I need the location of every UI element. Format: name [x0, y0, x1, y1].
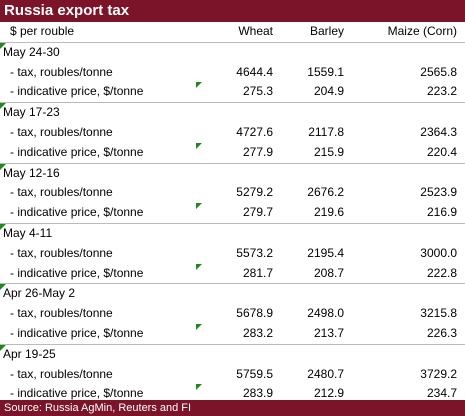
cell-value: 5279.2 [236, 185, 273, 200]
cell-value: 2523.9 [420, 185, 457, 200]
period: Apr 19-25 [3, 346, 56, 361]
row-label: - indicative price, $/tonne [10, 84, 144, 99]
indicator [196, 203, 202, 210]
indicator [196, 263, 202, 270]
indicator [196, 384, 202, 391]
cell-value: 2565.8 [420, 64, 457, 79]
cell-value: 2117.8 [308, 124, 344, 139]
period-row: Apr 19-25 [0, 344, 465, 365]
cell-value: 216.9 [426, 205, 457, 220]
cell-value: 213.7 [313, 325, 344, 340]
cell-value: 215.9 [313, 144, 344, 159]
data-row: - indicative price, $/tonne 275.3 204.9 223… [0, 82, 465, 104]
period-row: May 4-11 [0, 223, 465, 244]
cell-value: 3729.2 [420, 366, 457, 381]
indicator [0, 42, 6, 49]
column-header: Barley [309, 24, 344, 38]
data-row: - tax, roubles/tonne 4644.4 1559.1 2565.8 [0, 63, 465, 83]
column-header: Maize (Corn) [387, 24, 457, 38]
indicator [0, 344, 6, 351]
data-row: - tax, roubles/tonne 4727.6 2117.8 2364.3 [0, 123, 465, 143]
cell-value: 208.7 [313, 265, 344, 280]
indicator [0, 103, 6, 110]
title: Russia export tax [0, 0, 465, 22]
cell-value: 204.9 [313, 84, 344, 99]
data-row: - indicative price, $/tonne 281.7 208.7 222… [0, 263, 465, 285]
indicator [0, 284, 6, 291]
row-label: - tax, roubles/tonne [10, 124, 113, 139]
period-row: Apr 26-May 2 [0, 284, 465, 304]
cell-value: 3000.0 [420, 245, 457, 260]
cell-value: 2676.2 [307, 185, 344, 200]
cell-value: 283.2 [242, 325, 273, 340]
data-row: - tax, roubles/tonne 5759.5 2480.7 3729.2 [0, 365, 465, 385]
indicator [196, 82, 202, 89]
period: May 12-16 [3, 165, 60, 180]
cell-value: 223.2 [426, 84, 457, 99]
period: May 17-23 [3, 105, 60, 120]
period-row: May 12-16 [0, 163, 465, 184]
cell-value: 277.9 [242, 144, 273, 159]
indicator [0, 163, 6, 170]
row-label: - indicative price, $/tonne [10, 386, 144, 401]
cell-value: 1559.1 [307, 64, 344, 79]
data-row: - indicative price, $/tonne 283.2 213.7 226… [0, 323, 465, 345]
column-header: Wheat [238, 24, 273, 38]
cell-value: 2498.0 [307, 306, 344, 321]
row-label: - indicative price, $/tonne [10, 205, 144, 220]
cell-value: 212.9 [313, 386, 344, 401]
cell-value: 219.6 [313, 205, 344, 220]
data-row: - tax, roubles/tonne 5279.2 2676.2 2523.9 [0, 183, 465, 203]
data-row: - indicative price, $/tonne 277.9 215.9 220… [0, 142, 465, 164]
row-label: - tax, roubles/tonne [10, 306, 113, 321]
cell-value: 226.3 [426, 325, 457, 340]
unit: $ per rouble [10, 24, 75, 38]
row-label: - tax, roubles/tonne [10, 366, 113, 381]
table-body: May 24-30 - tax, roubles/tonne 4644.4 1559.… [0, 42, 465, 406]
source: Source: Russia AgMin, Reuters and FI [0, 400, 465, 416]
indicator [0, 223, 6, 230]
row-label: - indicative price, $/tonne [10, 325, 144, 340]
cell-value: 4644.4 [236, 64, 273, 79]
row-label: - tax, roubles/tonne [10, 185, 113, 200]
cell-value: 222.8 [426, 265, 457, 280]
indicator [196, 142, 202, 149]
cell-value: 220.4 [426, 144, 457, 159]
row-label: - indicative price, $/tonne [10, 265, 144, 280]
period: May 24-30 [3, 44, 60, 59]
cell-value: 279.7 [242, 205, 273, 220]
data-row: - tax, roubles/tonne 5573.2 2195.4 3000.0 [0, 244, 465, 264]
cell-value: 2195.4 [307, 245, 344, 260]
header-row: $ per rouble Wheat Barley Maize (Corn) [0, 22, 465, 43]
cell-value: 5759.5 [236, 366, 273, 381]
indicator [196, 323, 202, 330]
cell-value: 5678.9 [236, 306, 273, 321]
cell-value: 5573.2 [236, 245, 273, 260]
period-row: May 24-30 [0, 42, 465, 63]
cell-value: 283.9 [242, 386, 273, 401]
cell-value: 4727.6 [236, 124, 273, 139]
period: Apr 26-May 2 [3, 286, 76, 301]
row-label: - indicative price, $/tonne [10, 144, 144, 159]
data-row: - indicative price, $/tonne 279.7 219.6 216… [0, 203, 465, 224]
cell-value: 2364.3 [420, 124, 457, 139]
cell-value: 281.7 [242, 265, 273, 280]
row-label: - tax, roubles/tonne [10, 64, 113, 79]
period-row: May 17-23 [0, 103, 465, 123]
cell-value: 2480.7 [307, 366, 344, 381]
cell-value: 234.7 [426, 386, 457, 401]
row-label: - tax, roubles/tonne [10, 245, 113, 260]
cell-value: 3215.8 [420, 306, 457, 321]
cell-value: 275.3 [242, 84, 273, 99]
data-row: - tax, roubles/tonne 5678.9 2498.0 3215.8 [0, 304, 465, 324]
period: May 4-11 [3, 225, 53, 240]
